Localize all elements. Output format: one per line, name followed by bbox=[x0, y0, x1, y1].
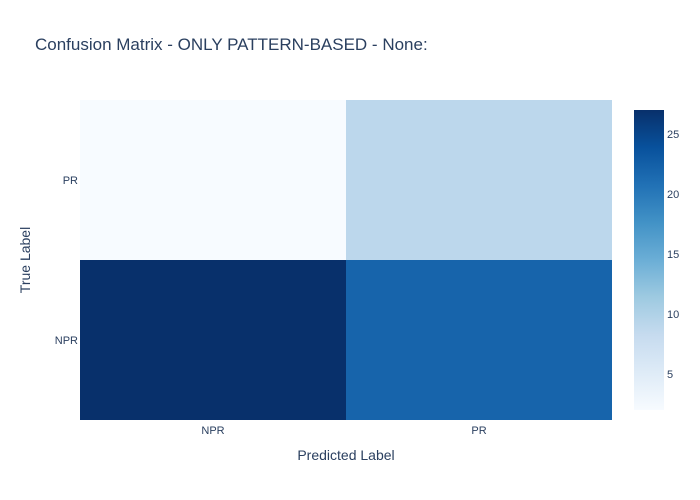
y-tick-label: PR bbox=[63, 175, 78, 187]
colorbar-tick-label: 20 bbox=[667, 189, 679, 201]
colorbar bbox=[634, 110, 664, 410]
heatmap-cell-npr-pr bbox=[346, 260, 612, 420]
colorbar-ticks: 5 10 15 20 25 bbox=[667, 129, 679, 381]
heatmap-cells bbox=[80, 100, 612, 420]
y-axis-title: True Label bbox=[17, 227, 33, 293]
x-axis-title: Predicted Label bbox=[297, 447, 394, 463]
heatmap-cell-npr-npr bbox=[80, 260, 346, 420]
x-axis-ticks: NPR PR bbox=[201, 425, 486, 437]
x-tick-label: NPR bbox=[201, 425, 224, 437]
colorbar-tick-label: 5 bbox=[667, 369, 673, 381]
colorbar-tick-label: 10 bbox=[667, 309, 679, 321]
chart-title: Confusion Matrix - ONLY PATTERN-BASED - … bbox=[35, 35, 428, 54]
heatmap-cell-pr-npr bbox=[80, 100, 346, 260]
colorbar-tick-label: 25 bbox=[667, 129, 679, 141]
x-tick-label: PR bbox=[471, 425, 486, 437]
colorbar-tick-label: 15 bbox=[667, 249, 679, 261]
y-tick-label: NPR bbox=[55, 335, 78, 347]
y-axis-ticks: NPR PR bbox=[55, 175, 78, 347]
heatmap-cell-pr-pr bbox=[346, 100, 612, 260]
